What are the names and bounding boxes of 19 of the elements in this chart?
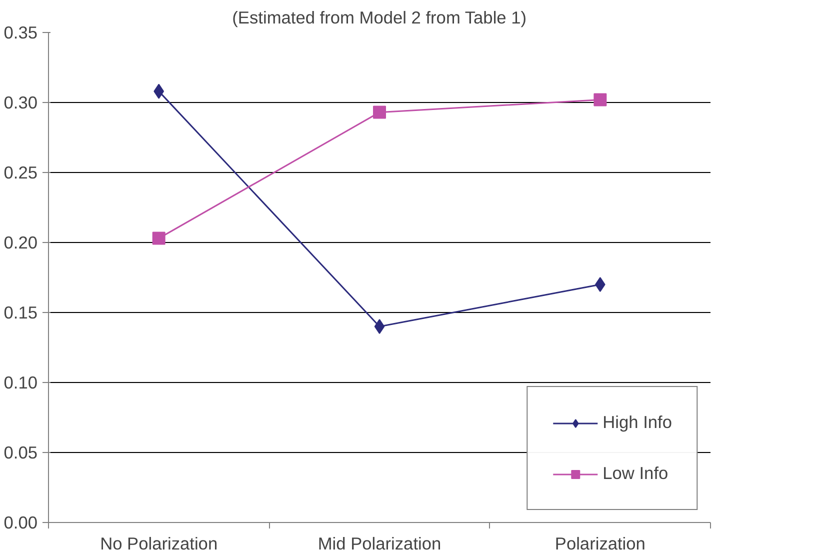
- point: [373, 106, 386, 119]
- y-tick-label: 0.10: [4, 372, 38, 392]
- point: [374, 319, 385, 334]
- y-tick-label: 0.00: [4, 512, 38, 532]
- x-tick-label: Polarization: [554, 534, 646, 554]
- y-tick-label: 0.25: [4, 162, 38, 182]
- chart-title: (Estimated from Model 2 from Table 1): [232, 8, 527, 28]
- legend-label: Low Info: [602, 463, 668, 484]
- y-tick-label: 0.05: [4, 442, 38, 462]
- y-tick-label: 0.30: [4, 92, 38, 112]
- legend-label: High Info: [602, 412, 672, 433]
- x-tick-label: No Polarization: [100, 534, 218, 554]
- y-tick-label: 0.15: [4, 302, 38, 322]
- x-tick-label: Mid Polarization: [318, 534, 442, 554]
- y-tick-label: 0.20: [4, 232, 38, 252]
- y-tick-label: 0.35: [4, 22, 38, 42]
- point: [595, 277, 606, 292]
- point: [594, 93, 607, 106]
- point: [152, 232, 166, 245]
